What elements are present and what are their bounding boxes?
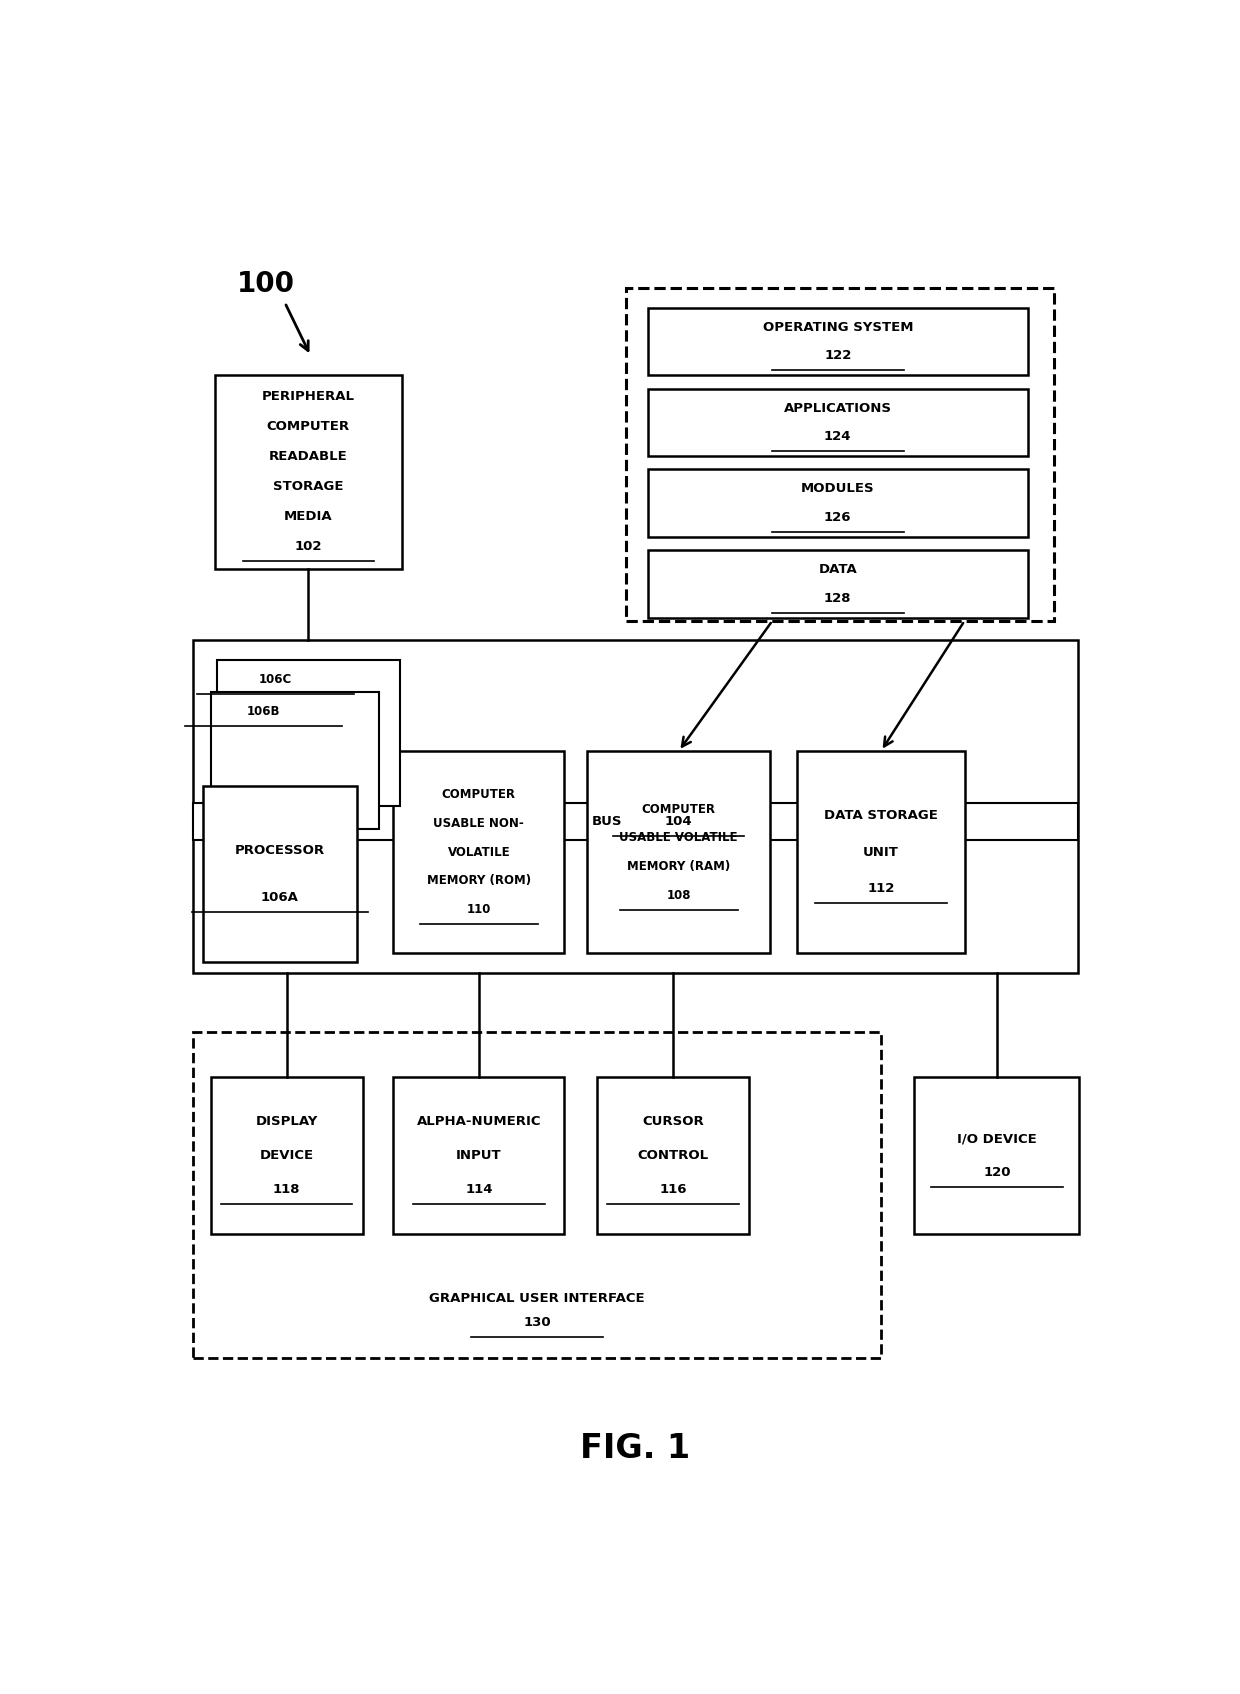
Text: 128: 128 xyxy=(825,591,852,605)
Text: MEMORY (ROM): MEMORY (ROM) xyxy=(427,874,531,888)
Bar xyxy=(193,1032,880,1357)
Text: 120: 120 xyxy=(983,1165,1011,1179)
Bar xyxy=(217,659,401,806)
Bar xyxy=(649,551,1028,618)
Text: 124: 124 xyxy=(825,430,852,444)
Text: 116: 116 xyxy=(660,1182,687,1196)
Bar xyxy=(626,288,1054,620)
Text: DATA STORAGE: DATA STORAGE xyxy=(825,810,937,822)
Text: GRAPHICAL USER INTERFACE: GRAPHICAL USER INTERFACE xyxy=(429,1293,645,1306)
Text: FIG. 1: FIG. 1 xyxy=(580,1433,691,1465)
Text: CURSOR: CURSOR xyxy=(642,1115,704,1128)
Text: I/O DEVICE: I/O DEVICE xyxy=(957,1132,1037,1145)
Text: 110: 110 xyxy=(466,903,491,916)
Text: READABLE: READABLE xyxy=(269,451,347,464)
Text: STORAGE: STORAGE xyxy=(273,481,343,493)
Bar xyxy=(393,1077,564,1233)
Bar xyxy=(649,388,1028,456)
Text: MEDIA: MEDIA xyxy=(284,510,332,523)
Text: 114: 114 xyxy=(465,1182,492,1196)
Text: INPUT: INPUT xyxy=(456,1149,502,1162)
Text: 106B: 106B xyxy=(247,705,280,718)
Text: COMPUTER: COMPUTER xyxy=(267,420,350,434)
Text: PROCESSOR: PROCESSOR xyxy=(234,844,325,857)
Text: CONTROL: CONTROL xyxy=(637,1149,708,1162)
Bar xyxy=(649,308,1028,376)
Text: 126: 126 xyxy=(825,512,852,523)
Text: PERIPHERAL: PERIPHERAL xyxy=(262,391,355,403)
Bar xyxy=(393,750,564,954)
Text: 102: 102 xyxy=(295,540,322,554)
Text: MEMORY (RAM): MEMORY (RAM) xyxy=(627,861,730,872)
Text: 108: 108 xyxy=(666,889,691,901)
Bar xyxy=(215,376,402,569)
Text: COMPUTER: COMPUTER xyxy=(441,788,516,801)
Text: UNIT: UNIT xyxy=(863,845,899,859)
Bar xyxy=(193,803,1078,840)
Text: 106C: 106C xyxy=(258,673,291,686)
Bar xyxy=(193,640,1078,972)
Bar xyxy=(596,1077,749,1233)
Text: DEVICE: DEVICE xyxy=(259,1149,314,1162)
Text: 106A: 106A xyxy=(260,891,299,905)
Text: DATA: DATA xyxy=(818,564,857,576)
Text: 122: 122 xyxy=(825,349,852,363)
Text: 100: 100 xyxy=(237,269,295,298)
Text: 104: 104 xyxy=(665,815,693,828)
Text: DISPLAY: DISPLAY xyxy=(255,1115,317,1128)
Text: MODULES: MODULES xyxy=(801,483,874,495)
Bar xyxy=(211,693,379,830)
Text: COMPUTER: COMPUTER xyxy=(642,803,715,817)
Text: 130: 130 xyxy=(523,1316,551,1328)
Text: VOLATILE: VOLATILE xyxy=(448,845,510,859)
Bar xyxy=(203,786,357,962)
Bar xyxy=(914,1077,1080,1233)
Bar xyxy=(649,469,1028,537)
Text: USABLE VOLATILE: USABLE VOLATILE xyxy=(620,832,738,844)
Text: BUS: BUS xyxy=(591,815,622,828)
Text: ALPHA-NUMERIC: ALPHA-NUMERIC xyxy=(417,1115,541,1128)
Bar xyxy=(211,1077,362,1233)
Text: USABLE NON-: USABLE NON- xyxy=(434,817,525,830)
Bar xyxy=(588,750,770,954)
Bar xyxy=(797,750,965,954)
Text: 112: 112 xyxy=(867,883,895,894)
Text: 118: 118 xyxy=(273,1182,300,1196)
Text: APPLICATIONS: APPLICATIONS xyxy=(784,401,892,415)
Text: OPERATING SYSTEM: OPERATING SYSTEM xyxy=(763,320,913,334)
